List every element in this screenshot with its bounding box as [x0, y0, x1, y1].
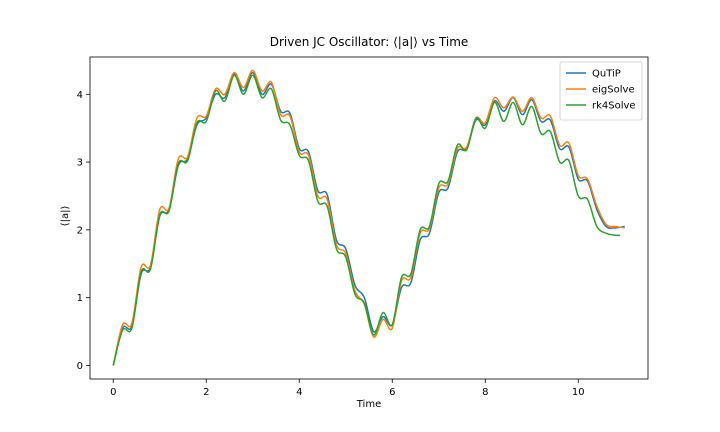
y-axis-title: ⟨|a|⟩ [60, 206, 71, 227]
series-line-qutip [112, 71, 625, 366]
y-tick-label: 2 [77, 225, 83, 236]
axes-layer: 0 2 4 6 8 10 0 1 2 3 4 [77, 90, 585, 398]
x-axis-title: Time [356, 399, 381, 410]
series-layer [112, 69, 625, 366]
legend-label-qutip: QuTiP [592, 69, 621, 80]
legend-label-eigsolve: eigSolve [592, 85, 635, 96]
x-tick-label: 4 [296, 387, 302, 398]
y-tick-label: 0 [77, 361, 83, 372]
y-tick-label: 3 [77, 158, 83, 169]
x-tick-label: 6 [389, 387, 395, 398]
x-tick-label: 2 [203, 387, 209, 398]
x-tick-label: 10 [572, 387, 585, 398]
y-tick-label: 4 [77, 90, 83, 101]
y-tick-label: 1 [77, 293, 83, 304]
series-line-rk4solve [112, 74, 621, 366]
x-tick-label: 0 [110, 387, 116, 398]
chart-title: Driven JC Oscillator: ⟨|a|⟩ vs Time [270, 35, 469, 49]
x-tick-label: 8 [482, 387, 488, 398]
legend-label-rk4solve: rk4Solve [592, 101, 636, 112]
legend: QuTiP eigSolve rk4Solve [559, 61, 643, 121]
